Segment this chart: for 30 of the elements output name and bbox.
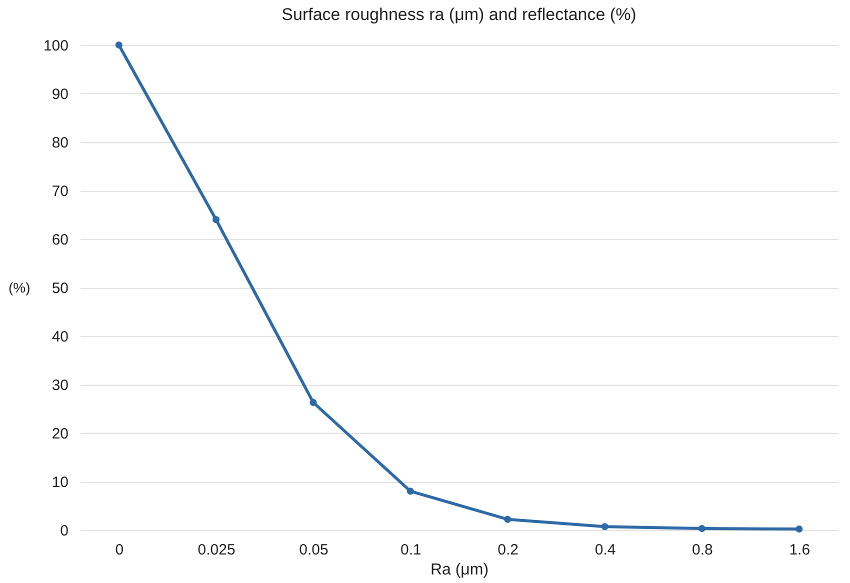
x-tick-label: 0 (115, 542, 124, 558)
y-tick-label: 100 (43, 38, 68, 54)
y-axis-title: (%) (8, 280, 30, 296)
y-tick-label: 40 (52, 328, 68, 346)
x-tick-label: 0.4 (594, 542, 616, 558)
x-tick-label: 0.05 (299, 542, 328, 558)
point (504, 516, 512, 523)
y-tick-label: 0 (60, 522, 68, 540)
point (601, 523, 608, 530)
y-tick-label: 20 (52, 426, 68, 442)
x-tick-label: 0.025 (198, 542, 236, 558)
y-tick-label: 90 (52, 86, 68, 103)
x-tick-label: 0.1 (400, 542, 422, 558)
point (698, 525, 706, 532)
point (310, 398, 317, 406)
point (406, 488, 414, 495)
y-tick-label: 60 (52, 232, 68, 248)
y-tick-label: 30 (52, 377, 68, 394)
x-tick-label: 0.8 (692, 542, 713, 558)
y-tick-label: 10 (52, 474, 68, 491)
x-tick-label: 1.6 (789, 542, 810, 558)
point (796, 526, 803, 533)
x-axis-title: Ra (μm) (430, 562, 489, 578)
chart-title: Surface roughness ra (μm) and reflectance (%) (282, 5, 636, 24)
point (212, 216, 220, 224)
x-tick-label: 0.2 (498, 542, 519, 558)
point (115, 41, 122, 49)
y-tick-label: 70 (52, 183, 68, 200)
y-tick-label: 80 (52, 134, 68, 152)
y-tick-label: 50 (52, 280, 68, 297)
